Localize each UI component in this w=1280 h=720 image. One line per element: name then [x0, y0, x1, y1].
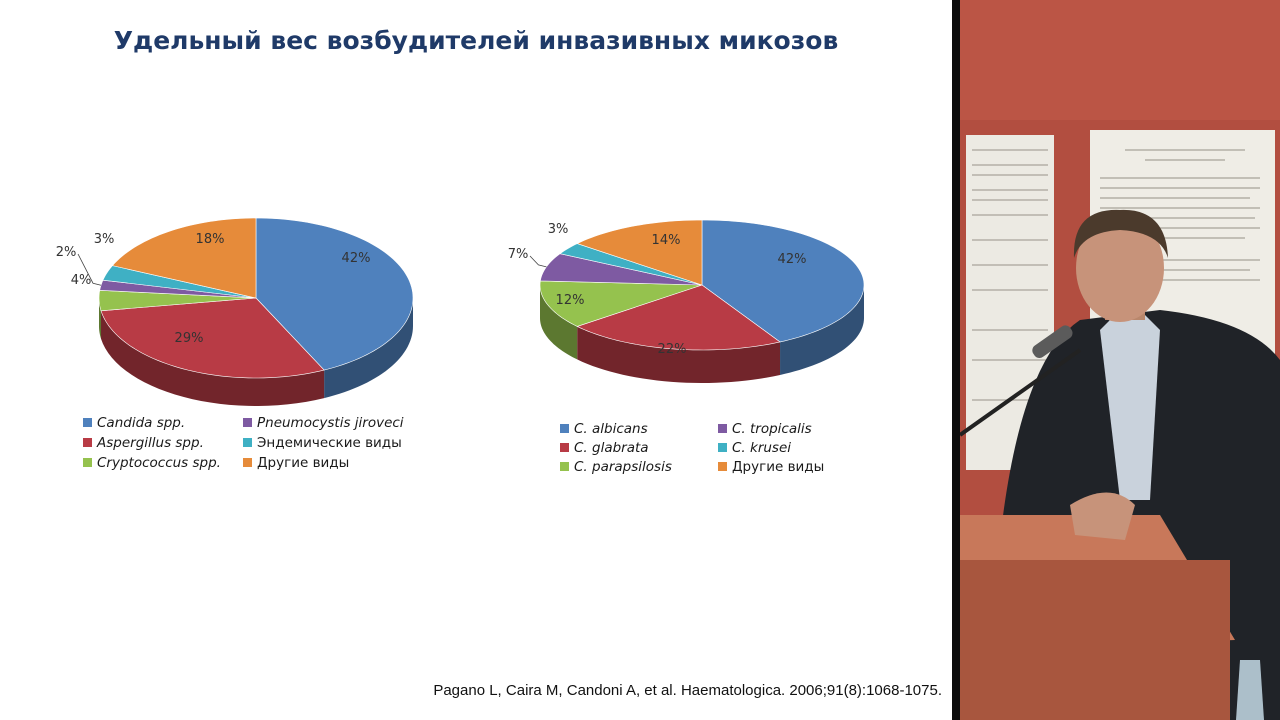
legend-swatch-pneumocystis-jiroveci	[243, 418, 252, 427]
legend-label-c-parapsilosis: C. parapsilosis	[574, 459, 672, 475]
legend-label-c-albicans: C. albicans	[574, 421, 648, 437]
speaker-hand	[1070, 492, 1135, 540]
pie-slice-c-parapsilosis	[539, 280, 703, 327]
pie-side-aspergillus-spp	[101, 310, 325, 406]
speaker-video	[960, 0, 1280, 720]
legend-swatch-эндемические-виды	[243, 438, 252, 447]
legend-swatch-другие-виды	[718, 462, 727, 471]
charts: 42% 29% 4% 2% 3% 18% 42% 22% 12% 7% 3% 14% Candida…	[56, 217, 865, 475]
pie-slice-aspergillus-spp	[100, 297, 325, 379]
legend-swatch-c-parapsilosis	[560, 462, 569, 471]
pie-slice-candida-spp	[255, 217, 414, 371]
pie-slice-другие-виды	[111, 217, 257, 299]
pie-label-c-parapsilosis: 12%	[556, 293, 585, 308]
pie-slice-cryptococcus-spp	[98, 290, 257, 312]
pie-chart-pathogens: 42% 29% 4% 2% 3% 18%	[56, 217, 414, 406]
legend-candida-species: C. albicans C. tropicalis C. glabrata C. kr…	[560, 421, 824, 475]
pie-side-candida-spp	[324, 298, 413, 399]
legend-swatch-c-krusei	[718, 443, 727, 452]
microphone-stand	[960, 348, 1082, 437]
pie-side-c-glabrata	[577, 326, 781, 383]
pie-label-эндемические-виды: 3%	[94, 232, 115, 247]
podium	[960, 560, 1230, 720]
pie-label-c-albicans: 42%	[778, 252, 807, 267]
water-bottle	[1236, 660, 1264, 720]
pie-label-другие-виды: 14%	[652, 233, 681, 248]
pie-side-c-parapsilosis	[540, 285, 578, 360]
legend-swatch-другие-виды	[243, 458, 252, 467]
pie-label-cryptococcus-spp: 4%	[71, 273, 92, 288]
pie-slice-c-krusei	[559, 243, 703, 286]
legend-swatch-c-glabrata	[560, 443, 569, 452]
legend-label-c-glabrata: C. glabrata	[574, 440, 649, 456]
legend-label-candida-spp: Candida spp.	[97, 415, 185, 431]
pie-slice-c-glabrata	[576, 284, 781, 351]
legend-label-cryptococcus-spp: Cryptococcus spp.	[97, 455, 221, 471]
speaker-face	[1076, 214, 1164, 322]
pie-slice-c-albicans	[701, 219, 865, 343]
legend-label-эндемические-виды: Эндемические виды	[257, 435, 402, 451]
pie-label-c-krusei: 3%	[548, 222, 569, 237]
video-divider	[952, 0, 960, 720]
pie-label-другие-виды: 18%	[196, 232, 225, 247]
speaker-shirt	[1100, 300, 1160, 500]
legend-label-pneumocystis-jiroveci: Pneumocystis jiroveci	[257, 415, 404, 431]
legend-swatch-cryptococcus-spp	[83, 458, 92, 467]
pie-label-candida-spp: 42%	[342, 251, 371, 266]
pie-slice-эндемические-виды	[102, 265, 257, 299]
citation: Pagano L, Caira M, Candoni A, et al. Hae…	[433, 682, 942, 699]
pie-label-c-tropicalis: 7%	[508, 247, 529, 262]
pie-leader-line	[529, 255, 547, 268]
legend-pathogens: Candida spp. Pneumocystis jiroveci Aspergi…	[83, 415, 404, 471]
legend-swatch-aspergillus-spp	[83, 438, 92, 447]
pie-leader-line	[77, 253, 102, 286]
slide: Удельный вес возбудителей инвазивных мик…	[55, 26, 942, 699]
legend-label-c-krusei: C. krusei	[732, 440, 791, 456]
slide-title: Удельный вес возбудителей инвазивных мик…	[113, 26, 839, 55]
legend-swatch-candida-spp	[83, 418, 92, 427]
legend-swatch-c-tropicalis	[718, 424, 727, 433]
legend-label-aspergillus-spp: Aspergillus spp.	[96, 435, 204, 451]
pie-side-cryptococcus-spp	[99, 298, 102, 339]
speaker-hair	[1073, 209, 1168, 258]
microphone	[1032, 325, 1073, 358]
pie-side-c-albicans	[780, 285, 864, 375]
legend-label-c-tropicalis: C. tropicalis	[732, 421, 812, 437]
pie-label-c-glabrata: 22%	[658, 342, 687, 357]
legend-swatch-c-albicans	[560, 424, 569, 433]
pie-chart-candida-species: 42% 22% 12% 7% 3% 14%	[508, 219, 865, 383]
legend-label-другие-виды: Другие виды	[732, 459, 824, 475]
legend-label-другие-виды: Другие виды	[257, 455, 349, 471]
pie-slice-другие-виды	[576, 219, 703, 286]
pie-label-aspergillus-spp: 29%	[175, 331, 204, 346]
pie-label-pneumocystis-jiroveci: 2%	[56, 245, 77, 260]
